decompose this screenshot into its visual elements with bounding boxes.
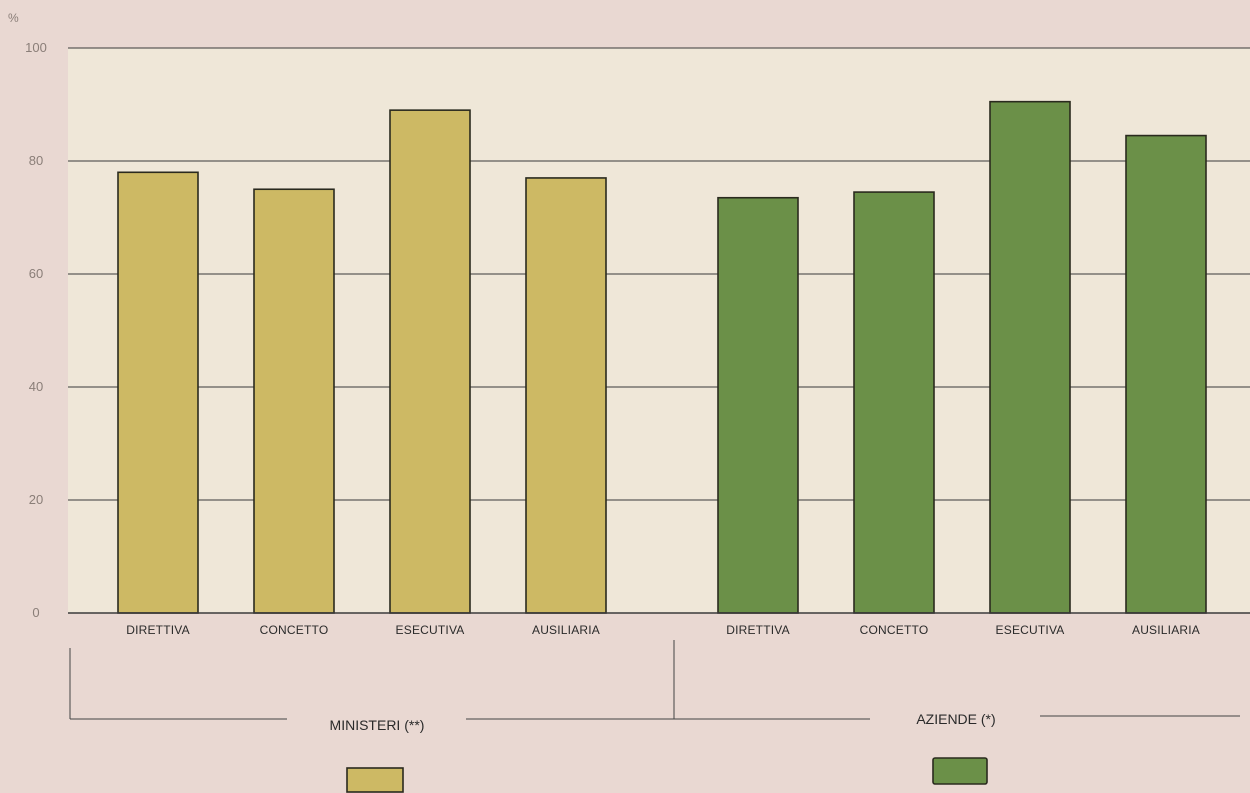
category-label: ESECUTIVA [396, 623, 465, 637]
bar-ausiliaria [1125, 134, 1207, 614]
group-brackets: MINISTERI (**) AZIENDE (*) [69, 640, 1240, 733]
category-label: DIRETTIVA [726, 623, 790, 637]
plot-area [68, 48, 1250, 613]
category-label: ESECUTIVA [996, 623, 1065, 637]
category-label: CONCETTO [860, 623, 929, 637]
category-label: CONCETTO [260, 623, 329, 637]
bar-direttiva [117, 171, 199, 614]
y-tick-label: 60 [29, 266, 43, 281]
bar-ausiliaria [525, 177, 607, 614]
y-tick-label: 40 [29, 379, 43, 394]
group-label-ministeri: MINISTERI (**) [330, 717, 425, 733]
bar-esecutiva [389, 109, 471, 614]
y-axis-ticks: 0 20 40 60 80 100 [25, 40, 47, 620]
y-tick-label: 20 [29, 492, 43, 507]
bar-direttiva [717, 196, 799, 614]
category-label: AUSILIARIA [1132, 623, 1200, 637]
category-label: AUSILIARIA [532, 623, 600, 637]
category-labels: DIRETTIVA CONCETTO ESECUTIVA AUSILIARIA DIRE… [126, 623, 1200, 637]
legend [346, 757, 988, 793]
group-label-aziende: AZIENDE (*) [916, 711, 995, 727]
bar-esecutiva [989, 100, 1071, 614]
bar-concetto [253, 188, 335, 614]
y-axis-unit: % [8, 11, 19, 25]
bars [117, 100, 1207, 614]
bar-concetto [853, 191, 935, 614]
legend-swatch-ministeri [346, 767, 404, 793]
y-tick-label: 80 [29, 153, 43, 168]
legend-swatch-aziende [932, 757, 988, 785]
y-tick-label: 100 [25, 40, 47, 55]
category-label: DIRETTIVA [126, 623, 190, 637]
y-tick-label: 0 [32, 605, 39, 620]
